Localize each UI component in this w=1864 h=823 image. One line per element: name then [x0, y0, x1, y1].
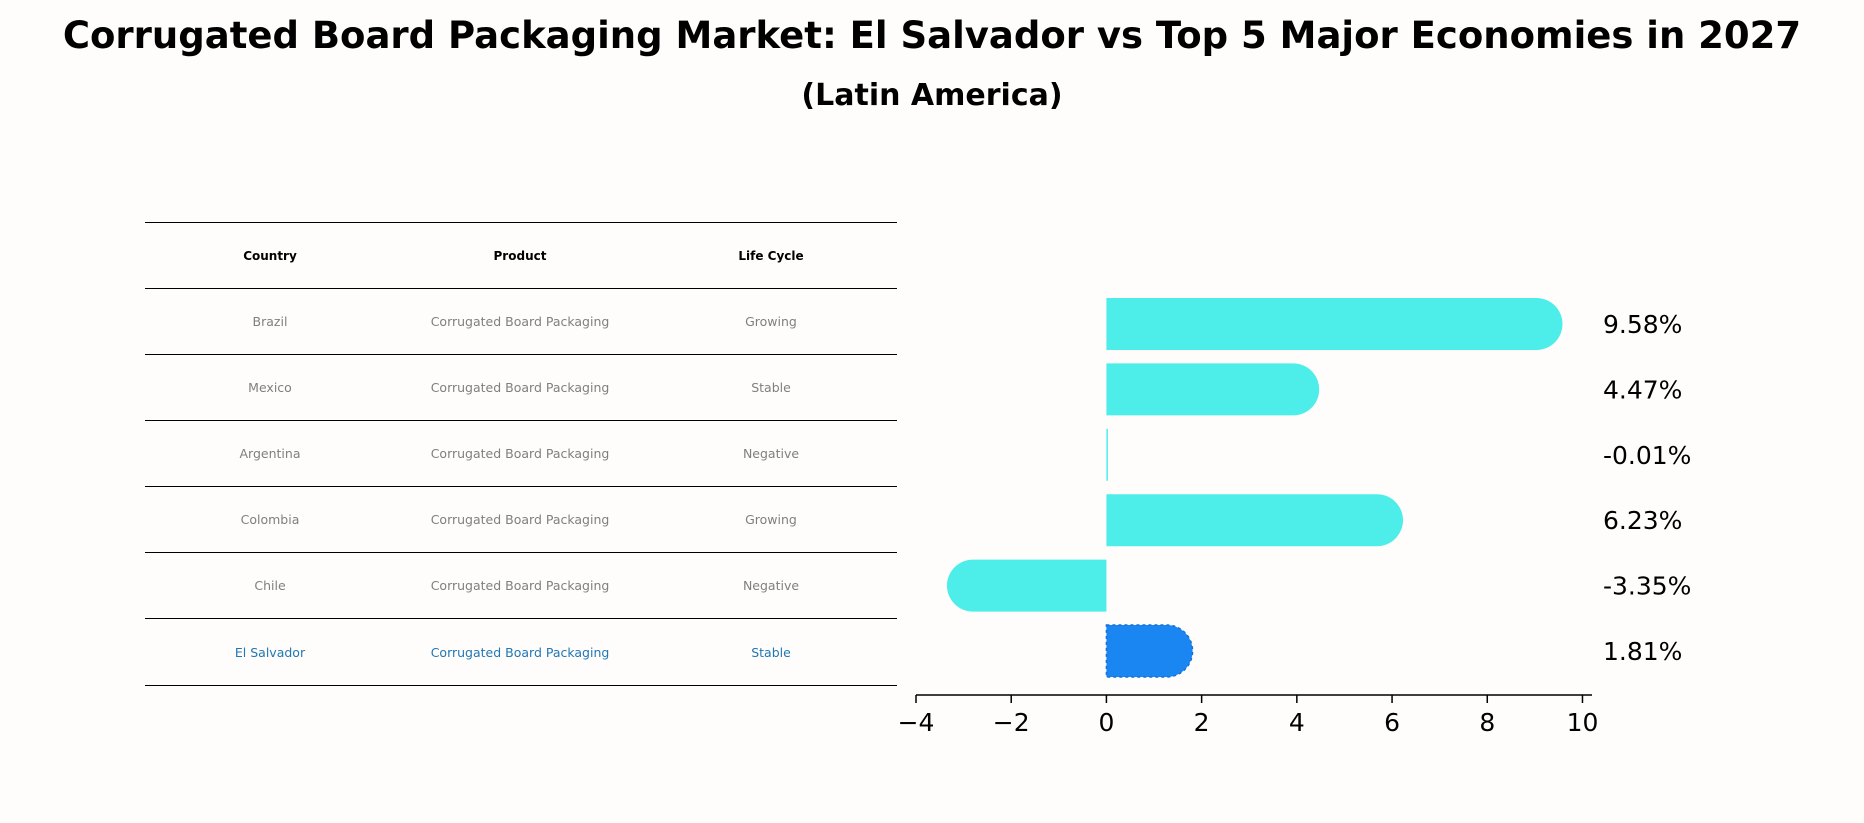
cell-product: Corrugated Board Packaging [430, 578, 610, 593]
bar-el-salvador-outline [1105, 624, 1194, 678]
cell-life-cycle: Stable [751, 380, 791, 395]
bar-brazil [1106, 298, 1563, 350]
cell-life-cycle: Growing [745, 314, 797, 329]
cell-product: Corrugated Board Packaging [430, 380, 610, 395]
x-tick-label: 2 [1194, 708, 1210, 737]
bar-mexico [1106, 363, 1320, 416]
table-row: Mexico Corrugated Board Packaging Stable [145, 354, 897, 420]
table-row-highlighted: El Salvador Corrugated Board Packaging S… [145, 618, 897, 686]
data-label: -0.01% [1603, 441, 1691, 470]
x-tick-label: −2 [993, 708, 1030, 737]
cell-country: Mexico [248, 380, 292, 395]
cell-life-cycle: Growing [745, 512, 797, 527]
cell-country: Argentina [239, 446, 301, 461]
cell-country: Chile [254, 578, 286, 593]
cell-product: Corrugated Board Packaging [430, 512, 610, 527]
cell-product: Corrugated Board Packaging [430, 446, 610, 461]
table-header-row: Country Product Life Cycle [145, 222, 897, 288]
cell-product: Corrugated Board Packaging [430, 644, 610, 660]
cell-life-cycle: Negative [742, 578, 800, 593]
data-label: 9.58% [1603, 310, 1682, 339]
bar-chile [946, 559, 1107, 612]
cell-life-cycle: Negative [742, 446, 800, 461]
table-row: Argentina Corrugated Board Packaging Neg… [145, 420, 897, 486]
cell-country: Brazil [252, 314, 288, 329]
table-row: Brazil Corrugated Board Packaging Growin… [145, 288, 897, 354]
table-row: Chile Corrugated Board Packaging Negativ… [145, 552, 897, 618]
data-label: 1.81% [1603, 637, 1682, 666]
x-tick-label: 10 [1567, 708, 1599, 737]
header-country: Country [243, 248, 297, 263]
x-tick-label: 6 [1384, 708, 1400, 737]
table-row: Colombia Corrugated Board Packaging Grow… [145, 486, 897, 552]
cell-life-cycle: Stable [751, 644, 791, 660]
x-tick-label: −4 [898, 708, 935, 737]
chart-subtitle: (Latin America) [801, 78, 1063, 113]
cell-country: Colombia [240, 512, 300, 527]
cell-country: El Salvador [234, 644, 306, 660]
chart-title: Corrugated Board Packaging Market: El Sa… [62, 14, 1802, 57]
header-product: Product [493, 248, 547, 263]
cell-product: Corrugated Board Packaging [430, 314, 610, 329]
data-label: -3.35% [1603, 572, 1691, 601]
x-tick-label: 8 [1479, 708, 1495, 737]
bar-argentina [1106, 428, 1108, 481]
bar-el-salvador [1106, 625, 1193, 677]
country-table: Country Product Life Cycle Brazil Corrug… [145, 222, 897, 686]
data-label: 6.23% [1603, 506, 1682, 535]
x-tick-label: 4 [1289, 708, 1305, 737]
header-life-cycle: Life Cycle [738, 248, 804, 263]
bar-colombia [1106, 494, 1404, 547]
data-label: 4.47% [1603, 375, 1682, 404]
x-tick-label: 0 [1098, 708, 1114, 737]
